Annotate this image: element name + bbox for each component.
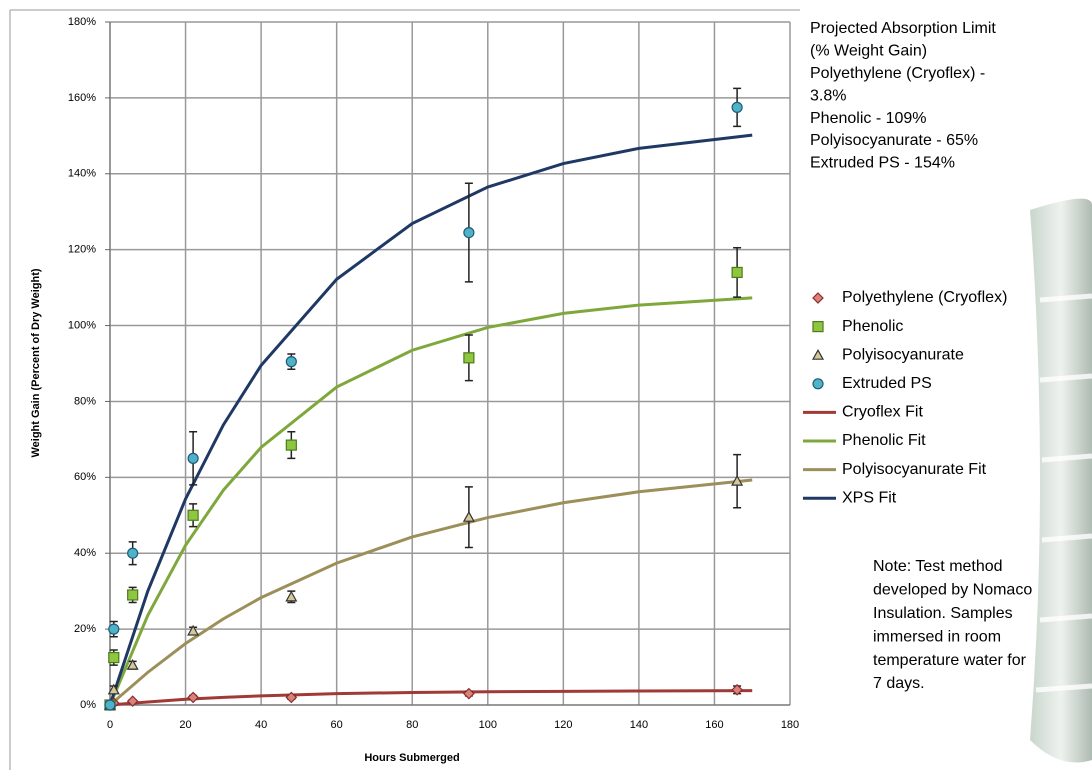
point (464, 228, 474, 238)
chart: Hours Submerged Weight Gain (Percent of … (0, 0, 1092, 782)
annotation: Phenolic - 109% (810, 110, 927, 127)
legend-label: Extruded PS (842, 375, 932, 392)
point (109, 624, 119, 634)
point (464, 353, 474, 363)
y-tick-label: 160% (68, 92, 96, 104)
y-tick-label: 120% (68, 244, 96, 256)
point (188, 510, 198, 520)
annotation: 3.8% (810, 87, 846, 104)
x-tick-label: 0 (107, 719, 113, 731)
point (464, 512, 474, 521)
legend-label: XPS Fit (842, 489, 897, 506)
legend-label: Polyisocyanurate Fit (842, 461, 987, 478)
x-tick-label: 160 (705, 719, 723, 731)
x-axis-title: Hours Submerged (364, 752, 459, 764)
x-tick-label: 20 (179, 719, 191, 731)
annotation: Polyethylene (Cryoflex) - (810, 65, 985, 82)
x-tick-label: 80 (406, 719, 418, 731)
point (188, 692, 198, 702)
annotation: Projected Absorption Limit (810, 20, 996, 37)
x-tick-label: 40 (255, 719, 267, 731)
fit-line (110, 691, 752, 705)
annotation: (% Weight Gain) (810, 43, 927, 60)
point (286, 440, 296, 450)
note: Note: Test method (873, 558, 1003, 575)
note: Insulation. Samples (873, 605, 1013, 622)
note: immersed in room (873, 628, 1001, 645)
legend-label: Cryoflex Fit (842, 404, 923, 421)
y-tick-label: 100% (68, 319, 96, 331)
y-tick-label: 0% (80, 699, 96, 711)
note: temperature water for (873, 652, 1027, 669)
legend-swatch (813, 350, 823, 359)
legend-label: Polyethylene (Cryoflex) (842, 289, 1007, 306)
legend-label: Phenolic Fit (842, 432, 926, 449)
legend-label: Polyisocyanurate (842, 346, 964, 363)
y-tick-label: 60% (74, 471, 96, 483)
point (732, 102, 742, 112)
point (286, 592, 296, 601)
fit-line (110, 298, 752, 705)
y-tick-label: 180% (68, 16, 96, 28)
legend-label: Phenolic (842, 318, 903, 335)
legend-swatch (813, 322, 823, 332)
pipe-photo (1030, 199, 1092, 763)
x-tick-label: 100 (479, 719, 497, 731)
x-tick-label: 140 (630, 719, 648, 731)
annotation: Polyisocyanurate - 65% (810, 132, 978, 149)
x-tick-label: 120 (554, 719, 572, 731)
note: developed by Nomaco (873, 582, 1032, 599)
annotation: Extruded PS - 154% (810, 155, 955, 172)
point (128, 590, 138, 600)
point (109, 653, 119, 663)
point (286, 357, 296, 367)
legend-swatch (813, 293, 823, 303)
point (105, 700, 115, 710)
point (732, 267, 742, 277)
y-axis-title: Weight Gain (Percent of Dry Weight) (30, 268, 42, 457)
point (128, 548, 138, 558)
x-tick-label: 180 (781, 719, 799, 731)
y-tick-label: 80% (74, 395, 96, 407)
note: 7 days. (873, 675, 925, 692)
x-tick-label: 60 (331, 719, 343, 731)
y-tick-label: 40% (74, 547, 96, 559)
legend-swatch (813, 379, 823, 389)
y-tick-label: 20% (74, 623, 96, 635)
point (464, 689, 474, 699)
y-tick-label: 140% (68, 168, 96, 180)
fit-line (110, 135, 752, 705)
point (188, 453, 198, 463)
